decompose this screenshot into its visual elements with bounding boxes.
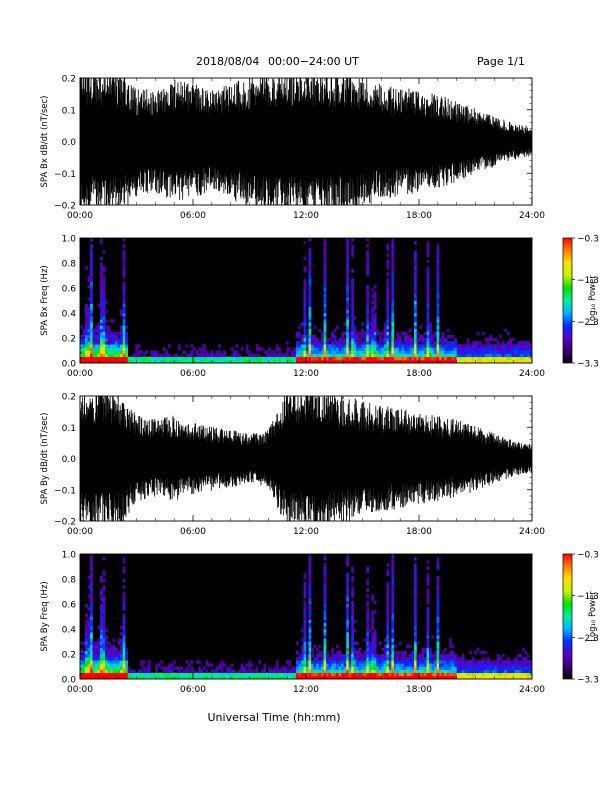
x-tick-label: 06:00 xyxy=(180,369,206,379)
x-tick-label: 00:00 xyxy=(67,369,93,379)
y-tick-label: 0.0 xyxy=(62,676,77,686)
y-tick-label: −0.1 xyxy=(54,170,76,180)
x-tick-label: 12:00 xyxy=(293,211,319,221)
colorbar-tick-label: −1.3 xyxy=(577,276,599,286)
y-tick-label: 0.4 xyxy=(62,310,77,320)
colorbar-tick-label: −2.3 xyxy=(577,318,599,328)
spectrogram-cells xyxy=(80,554,532,679)
y-axis-label: SPA Bx Freq (Hz) xyxy=(40,265,50,335)
colorbar xyxy=(562,237,573,364)
colorbar-tick-label: −2.3 xyxy=(577,634,599,644)
x-tick-label: 18:00 xyxy=(406,369,432,379)
y-axis-label: SPA By dB/dt (nT/sec) xyxy=(40,413,50,505)
colorbar-tick-label: −1.3 xyxy=(577,592,599,602)
y-tick-label: 0.8 xyxy=(62,576,77,586)
x-tick-label: 06:00 xyxy=(180,211,206,221)
x-tick-label: 24:00 xyxy=(519,369,545,379)
panel-1: −0.2 −0.1 0.0 0.1 0.2 00:00 06:00 12:00 18:00 24:… xyxy=(40,75,545,222)
panel-3: −0.2 −0.1 0.0 0.1 0.2 00:00 06:00 12:00 18:00 24:… xyxy=(40,393,545,538)
x-tick-label: 06:00 xyxy=(180,527,206,537)
x-axis-label: Universal Time (hh:mm) xyxy=(208,711,341,724)
colorbar-label: Log₁₀ Power xyxy=(588,591,598,642)
y-tick-label: 0.1 xyxy=(62,106,76,116)
colorbar-label: Log₁₀ Power xyxy=(588,275,598,326)
x-tick-label: 18:00 xyxy=(406,211,432,221)
y-tick-label: 0.0 xyxy=(62,138,77,148)
y-tick-label: 0.0 xyxy=(62,455,77,465)
header-time-range: 00:00−24:00 UT xyxy=(268,55,359,68)
y-tick-label: 1.0 xyxy=(62,235,77,245)
y-tick-label: −0.2 xyxy=(54,518,76,528)
x-tick-label: 24:00 xyxy=(519,527,545,537)
x-tick-label: 18:00 xyxy=(406,685,432,695)
colorbar-tick-label: −0.3 xyxy=(577,235,599,245)
y-axis-label: SPA By Freq (Hz) xyxy=(40,581,50,651)
y-tick-label: 0.1 xyxy=(62,424,76,434)
x-tick-label: 00:00 xyxy=(67,685,93,695)
y-tick-label: 0.2 xyxy=(62,393,76,403)
series-line xyxy=(80,396,532,521)
panel-4: −0.3 −1.3 −2.3 −3.3 Log₁₀ Power 0.0 0.2 0.4 0.6 0… xyxy=(40,551,599,696)
colorbar-tick-label: −3.3 xyxy=(577,360,599,370)
y-tick-label: 0.6 xyxy=(62,601,77,611)
x-tick-label: 24:00 xyxy=(519,685,545,695)
y-tick-label: 0.4 xyxy=(62,626,77,636)
y-tick-label: 0.6 xyxy=(62,285,77,295)
y-axis-label: SPA Bx dB/dt (nT/sec) xyxy=(40,96,50,188)
x-tick-label: 12:00 xyxy=(293,685,319,695)
y-tick-label: 0.2 xyxy=(62,335,76,345)
x-tick-label: 24:00 xyxy=(519,211,545,221)
spectrogram-cells xyxy=(80,238,532,363)
panel-2: −0.3 −1.3 −2.3 −3.3 Log₁₀ Power 0.0 0.2 0.4 0.6 0… xyxy=(40,235,599,380)
y-tick-label: 0.0 xyxy=(62,360,77,370)
series-line xyxy=(80,78,532,205)
header-page: Page 1/1 xyxy=(477,55,525,68)
x-tick-label: 12:00 xyxy=(293,369,319,379)
colorbar xyxy=(562,553,573,680)
x-tick-label: 00:00 xyxy=(67,211,93,221)
x-tick-label: 12:00 xyxy=(293,527,319,537)
colorbar-tick-label: −3.3 xyxy=(577,676,599,686)
y-tick-label: 0.2 xyxy=(62,651,76,661)
x-tick-label: 06:00 xyxy=(180,685,206,695)
y-tick-label: 0.8 xyxy=(62,260,77,270)
x-tick-label: 00:00 xyxy=(67,527,93,537)
y-tick-label: −0.1 xyxy=(54,486,76,496)
header-date: 2018/08/04 xyxy=(196,55,259,68)
y-tick-label: 0.2 xyxy=(62,75,76,85)
colorbar-tick-label: −0.3 xyxy=(577,551,599,561)
y-tick-label: −0.2 xyxy=(54,202,76,212)
x-tick-label: 18:00 xyxy=(406,527,432,537)
y-tick-label: 1.0 xyxy=(62,551,77,561)
